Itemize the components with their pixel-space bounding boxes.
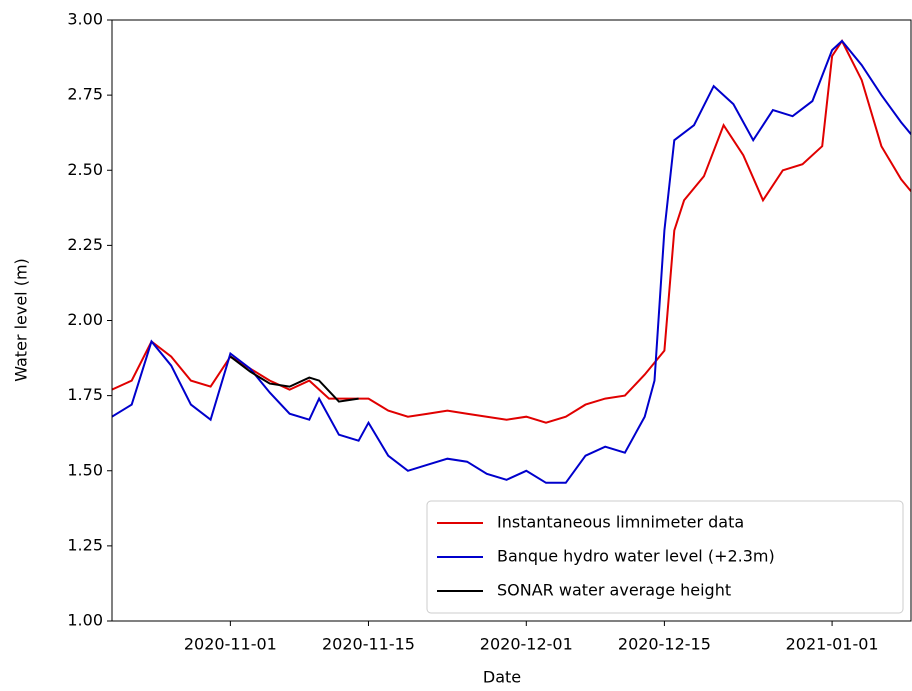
legend-box (426, 500, 904, 614)
legend-label: SONAR water average height (497, 581, 731, 600)
x-tick-label: 2020-11-15 (322, 635, 415, 654)
x-tick-label: 2020-12-15 (618, 635, 711, 654)
plot-frame (111, 19, 912, 622)
y-tick-label: 2.25 (67, 235, 103, 254)
y-tick-label: 1.75 (67, 385, 103, 404)
legend-label: Instantaneous limnimeter data (497, 513, 744, 532)
y-tick-label: 2.50 (67, 160, 103, 179)
y-tick-label: 1.00 (67, 611, 103, 630)
y-tick-label: 1.25 (67, 535, 103, 554)
plot-lines (112, 39, 911, 484)
series-line (112, 39, 911, 484)
x-tick-label: 2021-01-01 (786, 635, 879, 654)
x-tick-label: 2020-12-01 (480, 635, 573, 654)
series-line (229, 355, 359, 403)
x-axis-label: Date (483, 668, 521, 687)
y-tick-label: 3.00 (67, 10, 103, 29)
y-axis-label: Water level (m) (12, 258, 31, 382)
y-tick-label: 2.00 (67, 310, 103, 329)
y-tick-label: 2.75 (67, 85, 103, 104)
series-line (112, 39, 911, 424)
x-tick-label: 2020-11-01 (184, 635, 277, 654)
y-tick-label: 1.50 (67, 460, 103, 479)
legend-label: Banque hydro water level (+2.3m) (497, 547, 775, 566)
